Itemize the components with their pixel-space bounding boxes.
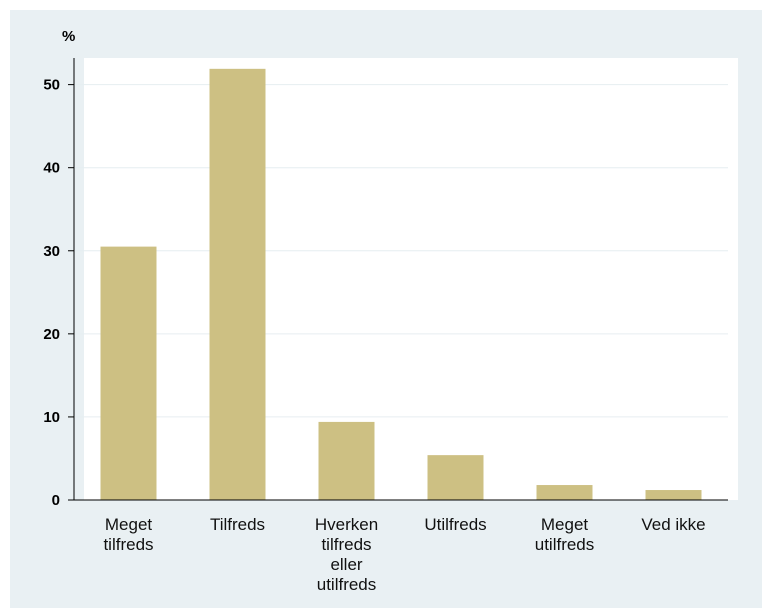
y-tick-label: 0 — [52, 492, 60, 509]
x-tick-label: Tilfreds — [210, 515, 265, 534]
x-ticks: Meget tilfreds Tilfreds Hverken tilfreds elle… — [103, 515, 705, 594]
x-tick-label: Ved ikke — [641, 515, 705, 534]
y-ticks: 0 10 20 30 40 50 — [43, 77, 74, 509]
chart-figure: 0 10 20 30 40 50 Meget tilfreds Tilfreds Hverken… — [10, 10, 762, 608]
bar — [209, 68, 266, 501]
bars — [100, 68, 702, 501]
bar — [536, 485, 593, 500]
bar — [318, 421, 375, 500]
y-tick-label: 30 — [43, 243, 60, 260]
bar — [100, 246, 157, 500]
y-tick-label: 20 — [43, 326, 60, 343]
bar — [427, 455, 484, 500]
x-tick-label: Hverken tilfreds eller utilfreds — [315, 515, 378, 594]
y-tick-label: 40 — [43, 160, 60, 177]
bar — [645, 490, 702, 500]
x-tick-label: Meget utilfreds — [535, 515, 595, 554]
y-tick-label: 50 — [43, 77, 60, 94]
bar-chart: 0 10 20 30 40 50 Meget tilfreds Tilfreds Hverken… — [43, 28, 738, 594]
gridlines — [75, 84, 728, 418]
y-tick-label: 10 — [43, 409, 60, 426]
axes — [73, 58, 728, 501]
x-tick-label: Meget tilfreds — [103, 515, 153, 554]
y-axis-label: % — [62, 28, 75, 45]
x-tick-label: Utilfreds — [424, 515, 486, 534]
plot-area — [84, 58, 738, 500]
